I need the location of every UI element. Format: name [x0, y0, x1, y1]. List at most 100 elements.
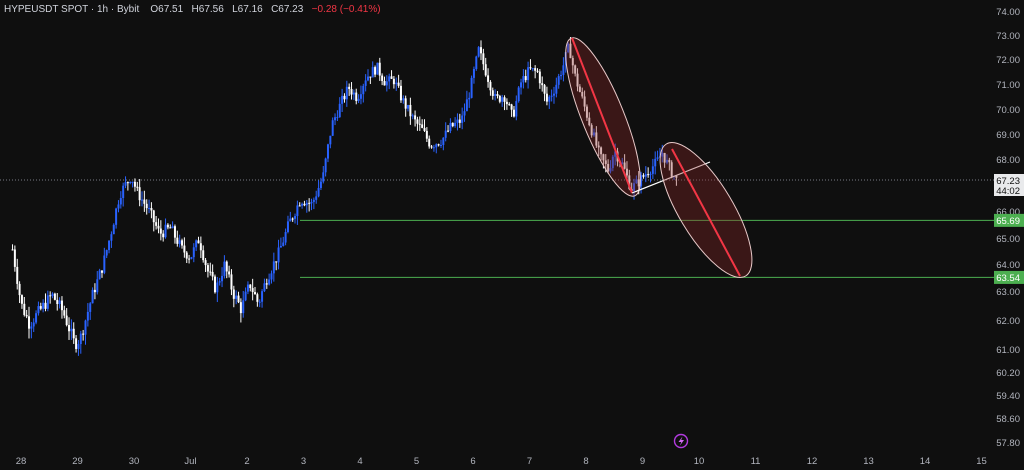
candle-body [133, 181, 136, 187]
candle-body [284, 232, 287, 243]
candle-body [185, 252, 188, 259]
candle-body [159, 228, 162, 234]
candle-body [322, 172, 325, 182]
price-tick-label: 58.60 [996, 414, 1020, 425]
candle-body [498, 95, 501, 102]
candle-body [355, 92, 358, 101]
drawing-arrow-upper[interactable] [571, 37, 633, 194]
candle-body [442, 137, 445, 145]
candle-body [96, 279, 99, 293]
candle-body [661, 152, 664, 157]
candle-body [482, 53, 485, 65]
candle-body [301, 203, 304, 206]
candle-body [569, 43, 572, 59]
candle-body [578, 86, 581, 92]
candle-body [496, 94, 499, 96]
candle-body [242, 300, 245, 314]
candle-body [383, 80, 386, 86]
candle-body [105, 250, 108, 256]
candle-body [235, 295, 238, 299]
price-axis[interactable]: 74.00 73.00 72.00 71.00 70.00 69.00 68.00 66.00… [996, 7, 1020, 449]
candle-body [209, 271, 212, 273]
drawing-ellipse-lower[interactable] [643, 130, 769, 290]
candle-body [555, 84, 558, 94]
candle-body [416, 119, 419, 124]
candle-body [663, 152, 666, 163]
candle-body [595, 132, 598, 146]
candle-countdown: 44:02 [996, 186, 1020, 197]
candle-body [414, 115, 417, 120]
candle-body [552, 93, 555, 96]
candle-body [607, 163, 610, 172]
candle-body [131, 181, 134, 183]
drawings-layer[interactable] [552, 30, 769, 290]
price-tick-label: 71.00 [996, 80, 1020, 91]
time-tick-label: 7 [527, 456, 532, 467]
candle-body [16, 266, 19, 284]
candle-body [294, 216, 297, 219]
candle-body [303, 203, 306, 206]
candle-body [593, 132, 596, 136]
time-axis[interactable]: 28 29 30 Jul 2 3 4 5 6 7 8 9 10 11 12 13 14 15 [16, 456, 987, 467]
symbol-name[interactable]: HYPEUSDT SPOT [4, 4, 89, 15]
candle-body [305, 202, 308, 206]
candle-body [456, 119, 459, 123]
candle-body [378, 62, 381, 76]
time-tick-label: 14 [920, 456, 931, 467]
candle-body [543, 85, 546, 94]
price-tick-label: 60.20 [996, 368, 1020, 379]
drawing-trendline[interactable] [631, 161, 711, 194]
candle-body [218, 281, 221, 283]
candle-body [585, 106, 588, 118]
candle-body [291, 218, 294, 220]
candle-body [548, 96, 551, 102]
time-tick-label: 29 [72, 456, 83, 467]
candle-body [13, 249, 16, 267]
candle-body [317, 187, 320, 197]
candle-body [126, 182, 129, 184]
candle-body [338, 103, 341, 118]
candle-body [404, 98, 407, 109]
candle-body [487, 75, 490, 82]
candle-body [567, 43, 570, 53]
candle-body [501, 97, 504, 102]
candle-body [668, 159, 671, 163]
candle-body [588, 117, 591, 126]
lightning-icon[interactable] [673, 433, 689, 449]
candle-body [136, 186, 139, 188]
candle-body [98, 270, 101, 280]
candle-body [119, 198, 122, 205]
candle-body [576, 73, 579, 87]
candle-body [451, 122, 454, 127]
candle-body [397, 82, 400, 86]
candle-body [463, 111, 466, 116]
candle-body [341, 95, 344, 104]
candle-body [623, 162, 626, 169]
candle-body [230, 274, 233, 290]
price-tick-label: 69.00 [996, 130, 1020, 141]
price-tick-label: 73.00 [996, 31, 1020, 42]
candle-body [449, 122, 452, 131]
candle-body [583, 96, 586, 107]
candle-body [357, 98, 360, 101]
candle-body [28, 316, 31, 329]
candle-body [581, 91, 584, 97]
candle-body [68, 325, 71, 332]
price-tick-label: 61.00 [996, 345, 1020, 356]
candle-body [407, 104, 410, 109]
time-tick-label: 3 [301, 456, 306, 467]
drawing-arrow-lower[interactable] [671, 148, 741, 277]
interval-label[interactable]: 1h [97, 4, 109, 15]
candle-body [350, 89, 353, 95]
levels-layer [300, 219, 994, 278]
candle-body [534, 68, 537, 71]
candle-body [251, 288, 254, 293]
candle-body [364, 80, 367, 86]
candle-body [265, 283, 268, 285]
candle-body [649, 173, 652, 175]
candle-body [310, 201, 313, 204]
price-tick-label: 57.80 [996, 438, 1020, 449]
candle-body [538, 71, 541, 84]
candle-body [515, 101, 518, 117]
